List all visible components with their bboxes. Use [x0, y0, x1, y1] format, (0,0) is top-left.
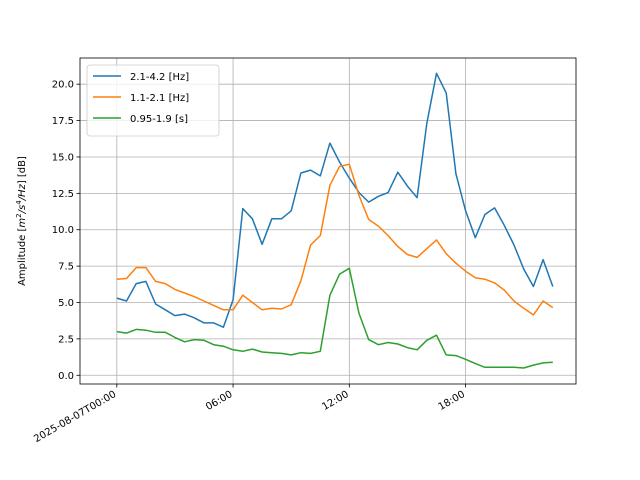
- x-tick-label: 06:00: [204, 389, 234, 413]
- legend-label: 1.1-2.1 [Hz]: [130, 93, 189, 104]
- series-2: [116, 163, 554, 316]
- legend-label: 0.95-1.9 [s]: [130, 114, 188, 125]
- series-3: [116, 267, 553, 369]
- y-tick-label: 0.0: [58, 371, 74, 382]
- x-axis-ticks: 2025-08-07T00:00 06:00 12:00 18:00: [32, 384, 467, 445]
- y-tick-label: 5.0: [58, 298, 74, 309]
- y-tick-label: 10.0: [52, 225, 74, 236]
- y-tick-label: 20.0: [52, 80, 74, 91]
- y-axis-ticks: 0.0 2.5 5.0 7.5 10.0 12.5 15.0 17.5 20.0: [52, 80, 80, 382]
- plot-area-frame: [79, 57, 577, 385]
- legend-label: 2.1-4.2 [Hz]: [130, 72, 189, 83]
- y-tick-label: 2.5: [58, 334, 74, 345]
- y-tick-label: 17.5: [52, 116, 74, 127]
- series-lines: [116, 72, 554, 369]
- y-axis-label: Amplitude [m2/s4/Hz] [dB]: [15, 156, 28, 286]
- y-tick-label: 12.5: [52, 189, 74, 200]
- y-tick-label: 7.5: [58, 262, 74, 273]
- x-tick-label: 2025-08-07T00:00: [32, 389, 118, 445]
- series-1: [116, 72, 554, 328]
- y-tick-label: 15.0: [52, 152, 74, 163]
- legend: 2.1-4.2 [Hz] 1.1-2.1 [Hz] 0.95-1.9 [s]: [86, 64, 220, 137]
- series-line: [116, 72, 554, 328]
- series-line: [116, 163, 554, 316]
- x-tick-label: 18:00: [437, 389, 467, 413]
- series-line: [116, 267, 553, 369]
- x-tick-label: 12:00: [320, 389, 350, 413]
